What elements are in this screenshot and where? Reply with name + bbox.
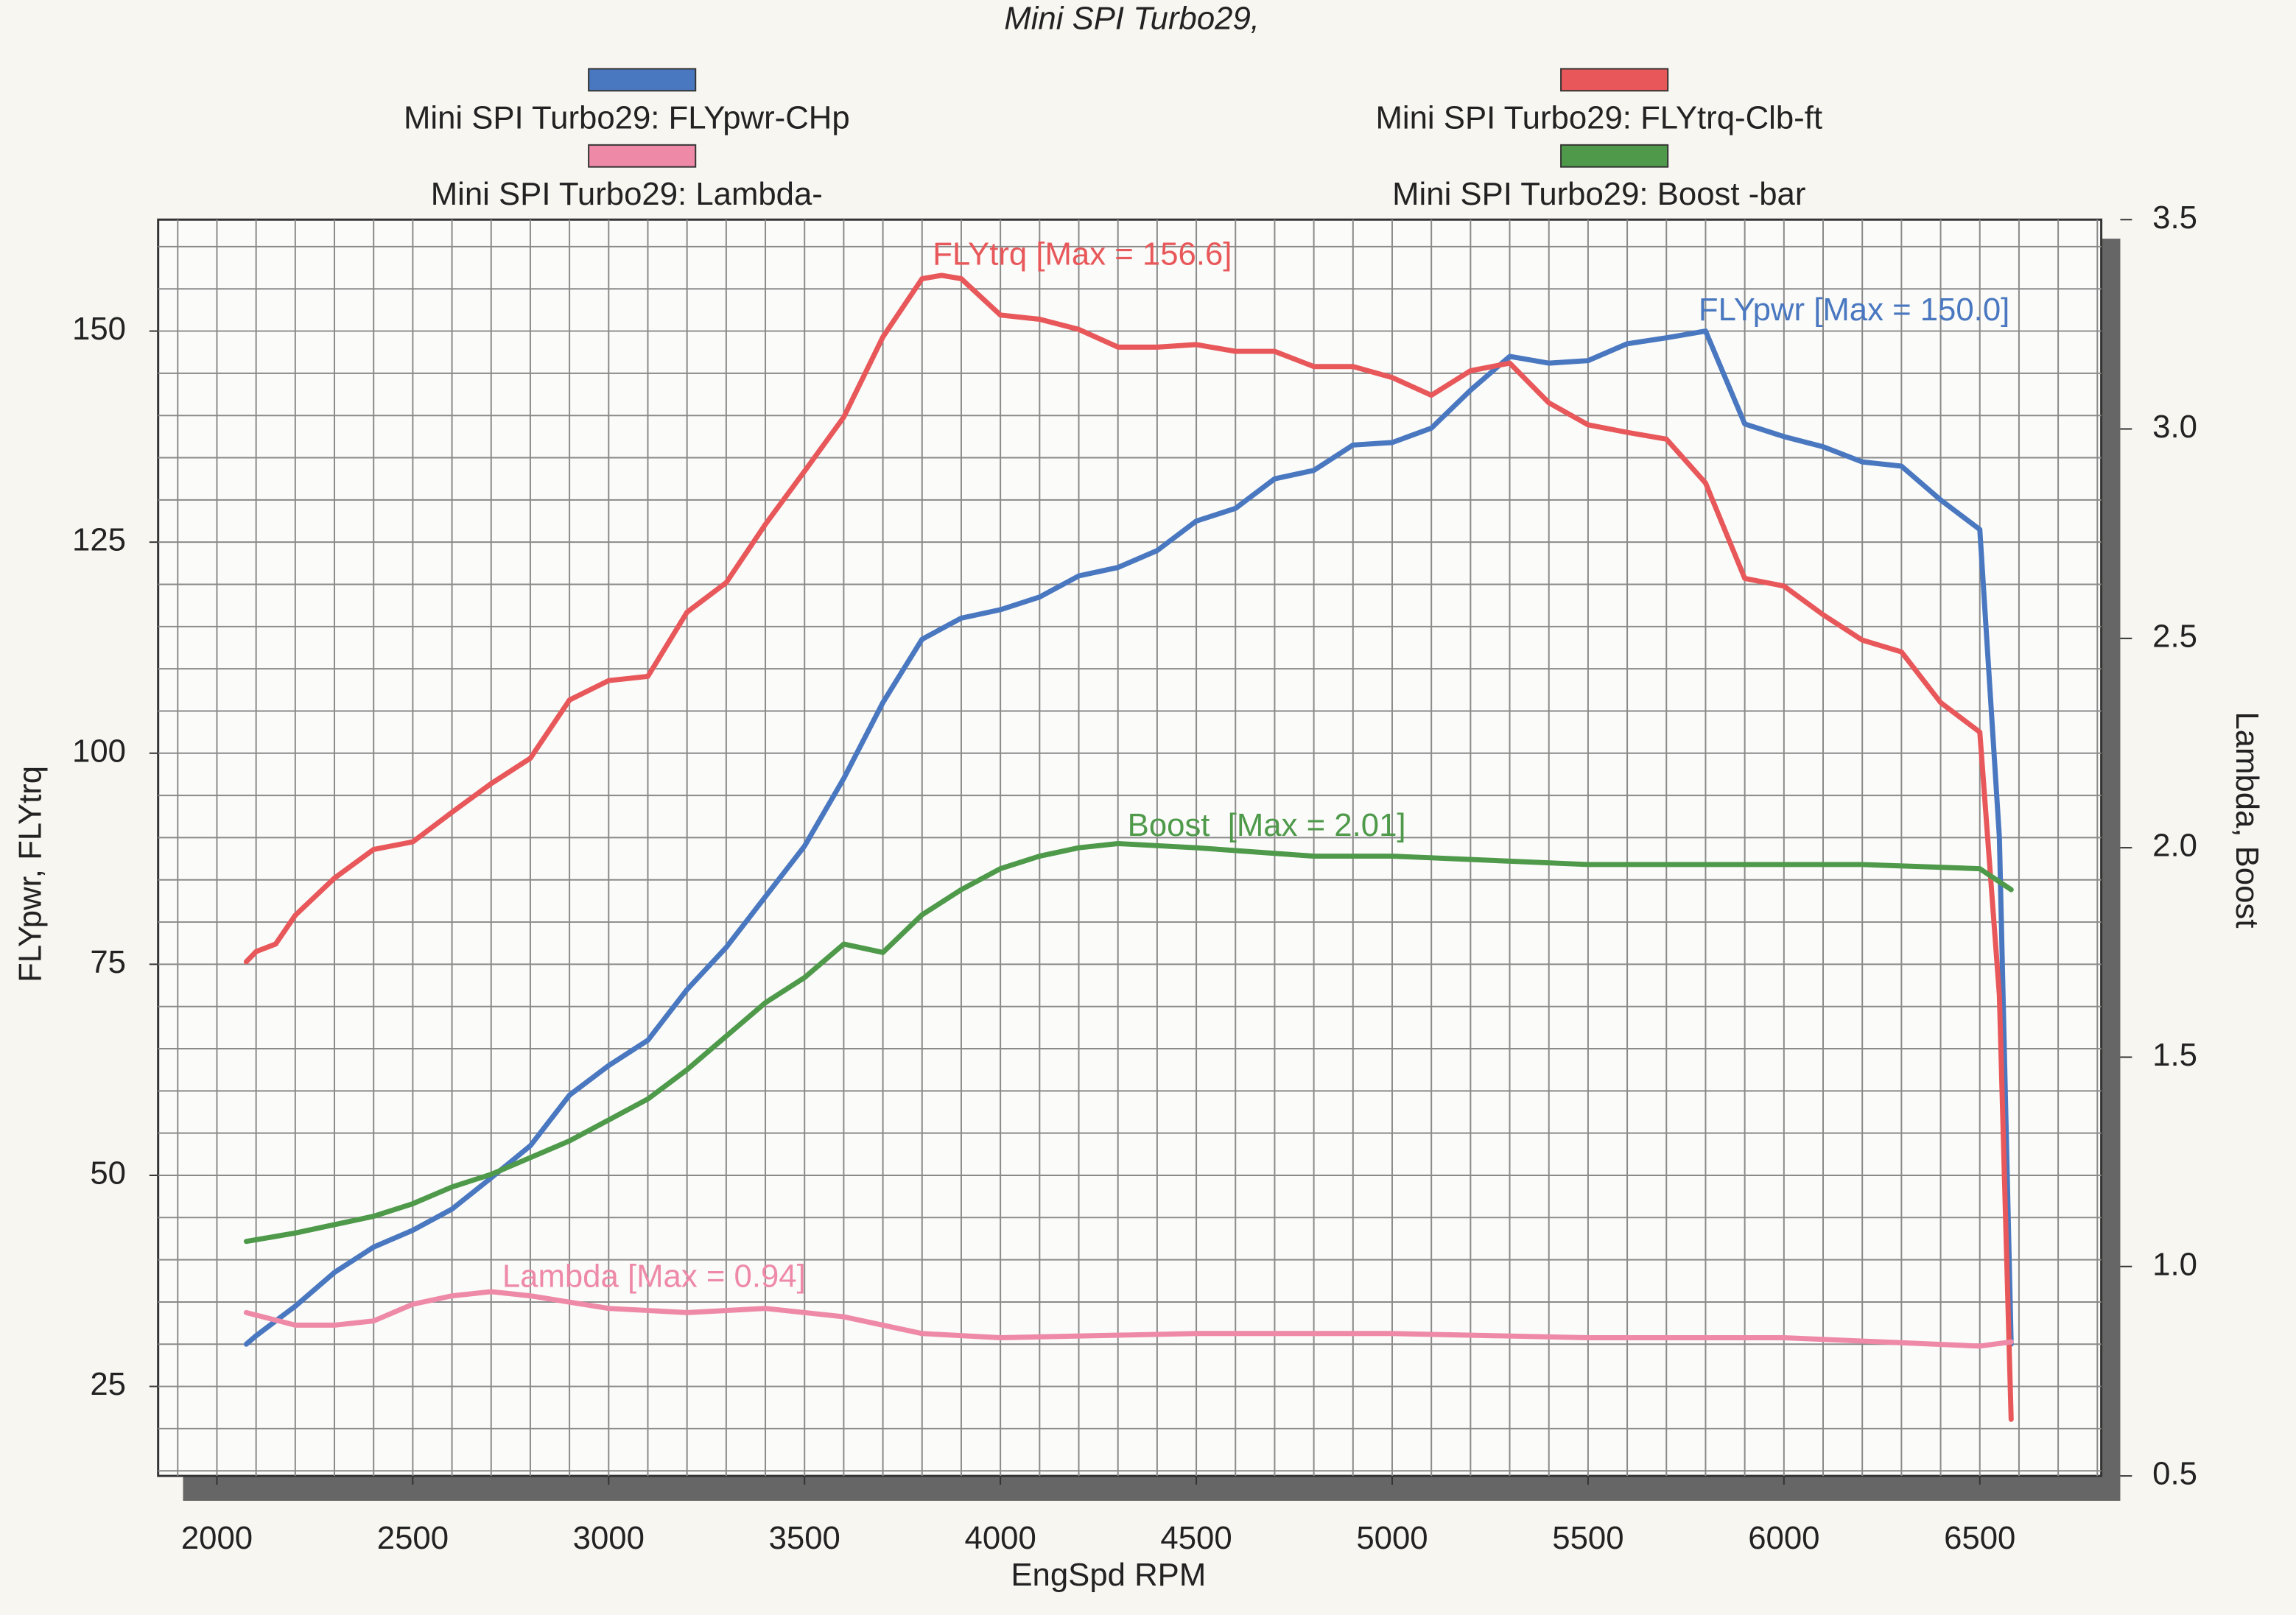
y-tick-label: 100 [72,733,126,769]
annotation: Lambda [Max = 0.94] [502,1258,806,1294]
y2-tick-label: 3.5 [2152,200,2197,236]
y-axis-label: FLYpwr, FLYtrq [12,766,48,982]
chart-title: Mini SPI Turbo29, [1004,0,1260,36]
legend-swatch [1560,144,1669,168]
x-tick-label: 5000 [1356,1520,1428,1556]
y2-tick-label: 1.0 [2152,1246,2197,1282]
x-tick-label: 4000 [965,1520,1036,1556]
x-axis-label: EngSpd RPM [1011,1557,1206,1593]
legend-label: Mini SPI Turbo29: Boost -bar [1392,176,1805,212]
series-line [243,841,2014,1245]
y-tick-label: 25 [90,1366,126,1402]
x-tick-label: 2000 [181,1520,253,1556]
y2-tick-label: 2.5 [2152,618,2197,654]
legend-swatch [588,68,697,92]
y-tick-label: 50 [90,1155,126,1192]
y2-tick-label: 2.0 [2152,828,2197,864]
y-tick-label: 75 [90,944,126,980]
legend-swatch [588,144,697,168]
x-tick-label: 5500 [1552,1520,1623,1556]
annotation: Boost [Max = 2.01] [1128,807,1406,843]
series-line [243,1289,2014,1349]
legend-label: Mini SPI Turbo29: FLYpwr-CHp [404,100,850,136]
x-tick-label: 3500 [769,1520,840,1556]
series-line [243,328,2014,1347]
legend-swatch [1560,68,1669,92]
lines [243,272,2014,1422]
plot-area [157,218,2103,1477]
legend-label: Mini SPI Turbo29: FLYtrq-Clb-ft [1375,100,1822,136]
grid [158,219,2102,1477]
x-tick-label: 2500 [377,1520,449,1556]
y-tick-label: 150 [72,311,126,347]
y2-tick-label: 1.5 [2152,1037,2197,1073]
legend-label: Mini SPI Turbo29: Lambda- [431,176,823,212]
x-tick-label: 3000 [573,1520,645,1556]
series-line [243,272,2014,1422]
x-tick-label: 6000 [1748,1520,1819,1556]
annotation: FLYtrq [Max = 156.6] [933,236,1232,272]
y2-tick-label: 3.0 [2152,409,2197,445]
y-tick-label: 125 [72,522,126,558]
annotation: FLYpwr [Max = 150.0] [1699,292,2009,328]
y2-tick-label: 0.5 [2152,1456,2197,1492]
y2-axis-label: Lambda, Boost [2229,711,2265,928]
x-tick-label: 6500 [1944,1520,2015,1556]
x-tick-label: 4500 [1160,1520,1232,1556]
